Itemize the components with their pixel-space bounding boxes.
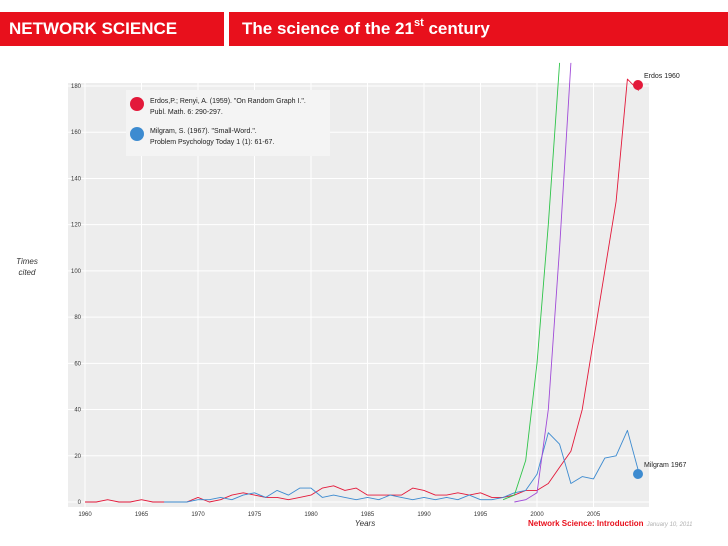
y-tick-label: 80 [74, 315, 81, 321]
series-lines [85, 62, 640, 503]
slide-title-end: century [423, 19, 490, 38]
erdos-annotation: Erdos 1960 [644, 73, 680, 80]
slide-title-superscript: st [413, 17, 424, 30]
y-tick-label: 0 [78, 500, 82, 506]
x-tick-label: 1960 [78, 512, 92, 518]
y-tick-label: 20 [74, 454, 81, 460]
x-tick-label: 1970 [191, 512, 205, 518]
legend-item-erdos: Erdos,P.; Renyi, A. (1959). "On Random G… [130, 96, 306, 118]
slide-title-main: The science of the 21 [242, 19, 414, 38]
legend-erdos-journal: Publ. Math. 6: 290-297. [150, 109, 223, 116]
slide-title: The science of the 21st century [229, 12, 728, 46]
footer: Network Science: Introduction January 10,… [528, 519, 693, 528]
series-line-purple [514, 62, 572, 503]
x-tick-label: 2005 [587, 512, 601, 518]
x-tick-label: 1985 [361, 512, 375, 518]
x-tick-label: 2000 [530, 512, 544, 518]
legend-text-erdos: Erdos,P.; Renyi, A. (1959). "On Random G… [150, 96, 306, 118]
legend-dot-milgram [130, 127, 144, 141]
footer-date: January 10, 2011 [646, 522, 693, 528]
series-line-green [502, 62, 561, 501]
y-tick-label: 180 [71, 84, 82, 90]
legend-dot-erdos [130, 97, 144, 111]
legend-item-milgram: Milgram, S. (1967). "Small-Word.". Probl… [130, 126, 274, 148]
x-tick-label: 1965 [135, 512, 149, 518]
legend-erdos-citation: Erdos,P.; Renyi, A. (1959). "On Random G… [150, 98, 306, 105]
y-tick-label: 140 [71, 176, 82, 182]
y-tick-label: 160 [71, 130, 82, 136]
footer-text: Network Science: Introduction [528, 519, 644, 528]
y-tick-label: 100 [71, 269, 82, 275]
erdos-end-dot [633, 80, 643, 90]
y-tick-label: 120 [71, 223, 82, 229]
x-tick-label: 1990 [417, 512, 431, 518]
x-tick-label: 1980 [304, 512, 318, 518]
y-axis-label-line2: cited [18, 268, 36, 277]
y-tick-label: 60 [74, 361, 81, 367]
x-axis-label: Years [354, 519, 376, 528]
y-axis-label-line1: Times [16, 257, 38, 266]
y-axis-label: Times cited [10, 256, 44, 278]
y-tick-label: 40 [74, 408, 81, 414]
milgram-annotation: Milgram 1967 [644, 462, 687, 469]
x-tick-label: 1995 [474, 512, 488, 518]
y-axis-ticks: 0 20 40 60 80 100 120 140 160 180 [71, 84, 82, 506]
legend-text-milgram: Milgram, S. (1967). "Small-Word.". Probl… [150, 126, 274, 148]
chart-legend: Erdos,P.; Renyi, A. (1959). "On Random G… [126, 90, 330, 156]
legend-milgram-journal: Problem Psychology Today 1 (1): 61-67. [150, 139, 275, 146]
gridlines [68, 83, 649, 507]
milgram-end-dot [633, 469, 643, 479]
section-title: NETWORK SCIENCE [0, 12, 224, 46]
legend-milgram-citation: Milgram, S. (1967). "Small-Word.". [150, 128, 257, 135]
x-axis-ticks: 1960 1965 1970 1975 1980 1985 1990 1995 2000 2005 [78, 512, 601, 518]
x-tick-label: 1975 [248, 512, 262, 518]
series-line-milgram-1967 [164, 429, 640, 503]
